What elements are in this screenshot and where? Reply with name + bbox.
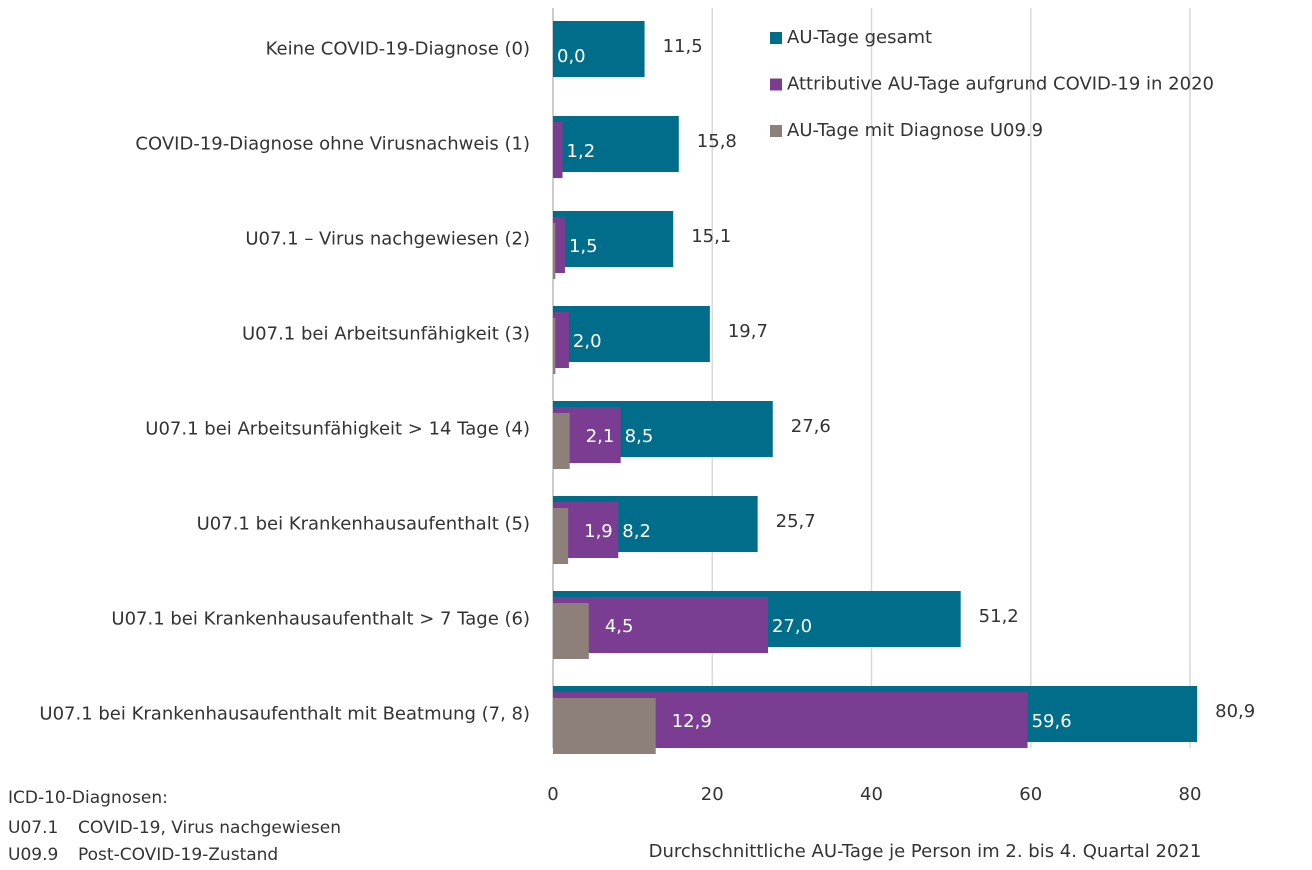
legend-swatch — [770, 125, 782, 137]
value-label: 1,2 — [567, 141, 596, 162]
value-label: 1,5 — [569, 236, 598, 257]
value-label: 27,0 — [772, 616, 812, 637]
bar — [553, 116, 679, 172]
legend-swatch — [770, 78, 782, 91]
value-label: 2,1 — [586, 426, 615, 447]
bar — [553, 306, 710, 362]
category-text: U07.1 bei Krankenhausaufenthalt mit Beat… — [39, 703, 530, 725]
bar — [553, 223, 556, 279]
bar — [553, 312, 569, 368]
value-label: 8,2 — [622, 521, 651, 542]
bar — [553, 603, 589, 659]
category-text: U07.1 bei Arbeitsunfähigkeit > 14 Tage (… — [145, 418, 530, 440]
bar — [553, 698, 656, 754]
category-text: COVID-19-Diagnose ohne Virusnachweis (1) — [135, 133, 530, 155]
bar — [553, 21, 645, 77]
value-label: 4,5 — [605, 616, 634, 637]
category-text: U07.1 – Virus nachgewiesen (2) — [245, 228, 530, 250]
category-text: U07.1 bei Krankenhausaufenthalt > 7 Tage… — [111, 608, 530, 630]
note-text: Post-COVID-19-Zustand — [78, 845, 279, 865]
note-text: COVID-19, Virus nachgewiesen — [78, 818, 342, 838]
value-label: 0,0 — [557, 46, 586, 67]
value-label: 12,9 — [672, 711, 712, 732]
x-tick-label: 80 — [1179, 784, 1202, 805]
legend-label: AU-Tage gesamt — [787, 27, 932, 48]
note-code: U09.9 — [8, 845, 59, 865]
legend-label: AU-Tage mit Diagnose U09.9 — [787, 120, 1043, 141]
value-label: 15,1 — [691, 226, 731, 247]
category-label: U07.1 bei Krankenhausaufenthalt (5) — [10, 514, 530, 535]
value-label: 51,2 — [979, 606, 1019, 627]
category-label: COVID-19-Diagnose ohne Virusnachweis (1) — [10, 134, 530, 155]
category-label: U07.1 – Virus nachgewiesen (2) — [10, 229, 530, 250]
x-axis-label: Durchschnittliche AU-Tage je Person im 2… — [649, 841, 1202, 862]
bar — [553, 413, 570, 469]
value-label: 80,9 — [1215, 701, 1255, 722]
value-label: 15,8 — [697, 131, 737, 152]
category-label: U07.1 bei Krankenhausaufenthalt > 7 Tage… — [10, 609, 530, 630]
note-row: U07.1 COVID-19, Virus nachgewiesen — [8, 818, 341, 838]
bar — [553, 318, 556, 374]
value-label: 1,9 — [584, 521, 613, 542]
x-tick-label: 20 — [701, 784, 724, 805]
value-label: 11,5 — [663, 36, 703, 57]
value-label: 27,6 — [791, 416, 831, 437]
bar — [553, 217, 565, 273]
x-tick-label: 60 — [1019, 784, 1042, 805]
category-label: U07.1 bei Arbeitsunfähigkeit > 14 Tage (… — [10, 419, 530, 440]
category-label: Keine COVID-19-Diagnose (0) — [10, 39, 530, 60]
category-label: U07.1 bei Arbeitsunfähigkeit (3) — [10, 324, 530, 345]
legend-label: Attributive AU-Tage aufgrund COVID-19 in… — [787, 74, 1214, 95]
x-tick-label: 40 — [860, 784, 883, 805]
value-label: 59,6 — [1032, 711, 1072, 732]
bar — [553, 211, 674, 267]
value-label: 2,0 — [573, 331, 602, 352]
note-row: U09.9 Post-COVID-19-Zustand — [8, 845, 278, 865]
category-text: U07.1 bei Krankenhausaufenthalt (5) — [196, 513, 530, 535]
category-text: U07.1 bei Arbeitsunfähigkeit (3) — [242, 323, 530, 345]
note-code: U07.1 — [8, 818, 59, 838]
value-label: 8,5 — [625, 426, 654, 447]
legend-swatch — [770, 32, 782, 44]
value-label: 19,7 — [728, 321, 768, 342]
category-text: Keine COVID-19-Diagnose (0) — [265, 38, 530, 60]
category-label: U07.1 bei Krankenhausaufenthalt mit Beat… — [10, 704, 530, 725]
x-tick-label: 0 — [547, 784, 558, 805]
note-title: ICD-10-Diagnosen: — [8, 788, 168, 808]
bar — [553, 122, 563, 178]
value-label: 25,7 — [776, 511, 816, 532]
bar — [553, 508, 569, 564]
